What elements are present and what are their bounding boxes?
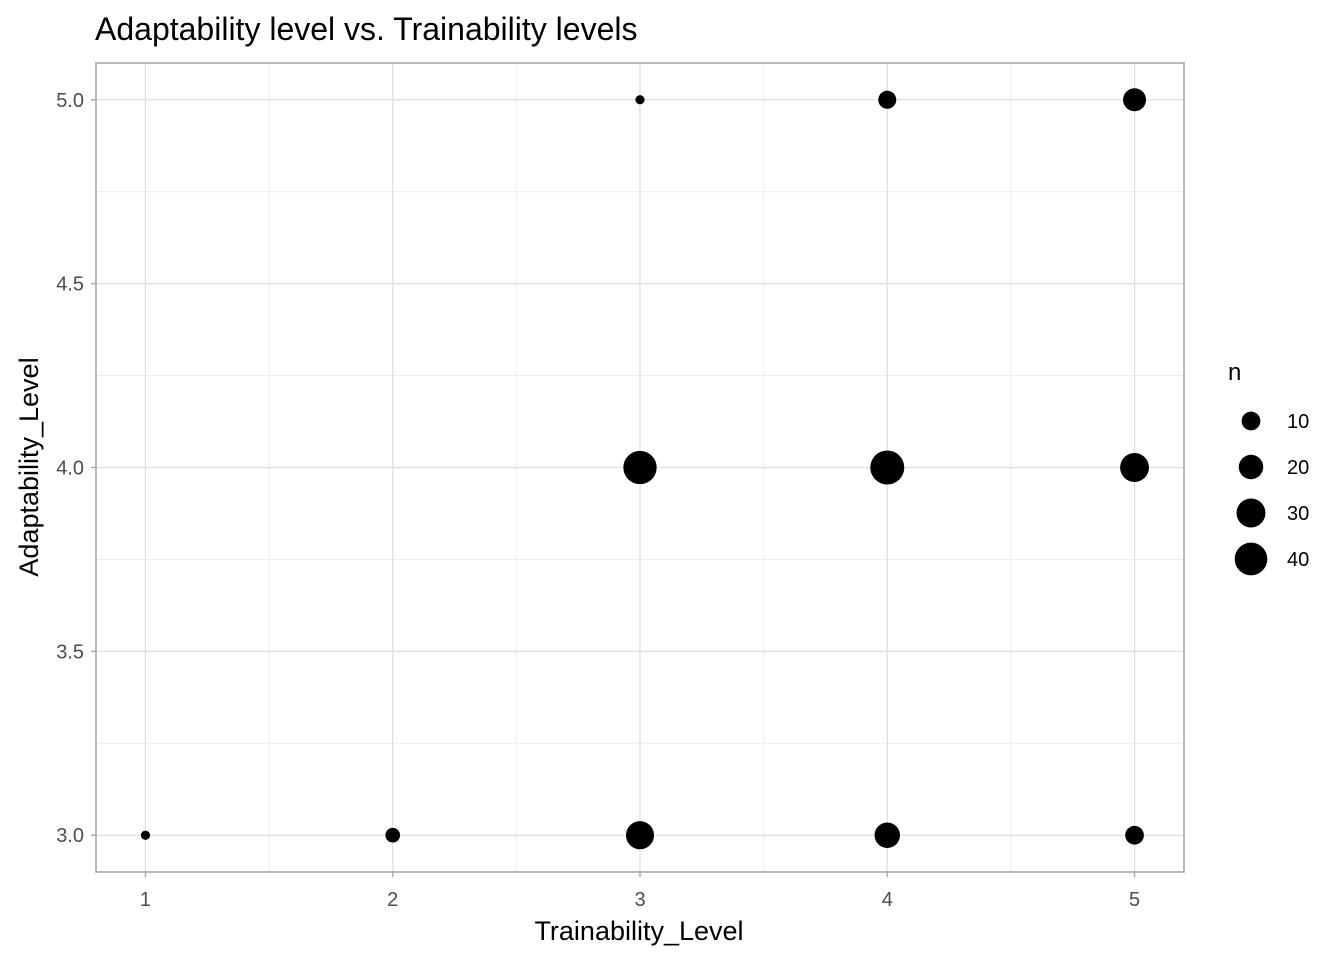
legend-key-circle (1234, 542, 1268, 576)
y-tick-label: 3.5 (56, 641, 84, 663)
data-point (625, 821, 655, 850)
x-tick-label: 2 (387, 889, 398, 911)
data-point (1123, 88, 1147, 112)
data-point (878, 90, 897, 109)
legend-key-label: 40 (1287, 549, 1309, 571)
data-point (1120, 453, 1150, 482)
data-point (140, 830, 151, 840)
x-tick-label: 4 (882, 889, 893, 911)
axis-ticks: 1 2 3 4 5 3.0 3.5 4.0 4.5 5.0 (56, 90, 1140, 911)
y-tick-label: 3.0 (56, 825, 84, 847)
data-point (385, 827, 401, 843)
y-axis-label: Adaptability_Level (14, 357, 44, 576)
legend-title: n (1228, 359, 1241, 386)
chart-title: Adaptability level vs. Trainability leve… (95, 11, 637, 47)
y-tick-label: 4.5 (56, 274, 84, 296)
x-tick-label: 1 (140, 889, 151, 911)
data-point (1125, 825, 1144, 845)
legend-key-circle (1238, 454, 1264, 480)
data-points (140, 88, 1150, 850)
data-point (623, 450, 657, 485)
legend-key-circle (1236, 498, 1266, 528)
y-tick-label: 5.0 (56, 90, 84, 112)
data-point (874, 822, 900, 848)
legend-key-label: 20 (1287, 457, 1309, 479)
legend-keys: 10 20 30 40 (1234, 411, 1309, 576)
y-tick-label: 4.0 (56, 458, 84, 480)
data-point (870, 450, 905, 485)
x-axis-label: Trainability_Level (534, 916, 743, 946)
data-point (635, 95, 645, 105)
x-tick-label: 5 (1129, 889, 1140, 911)
legend-key-label: 10 (1287, 411, 1309, 433)
legend-key-circle (1241, 411, 1261, 431)
legend-key-label: 30 (1287, 503, 1309, 525)
size-legend: n 10 20 30 40 (1228, 359, 1309, 576)
x-tick-label: 3 (634, 889, 645, 911)
